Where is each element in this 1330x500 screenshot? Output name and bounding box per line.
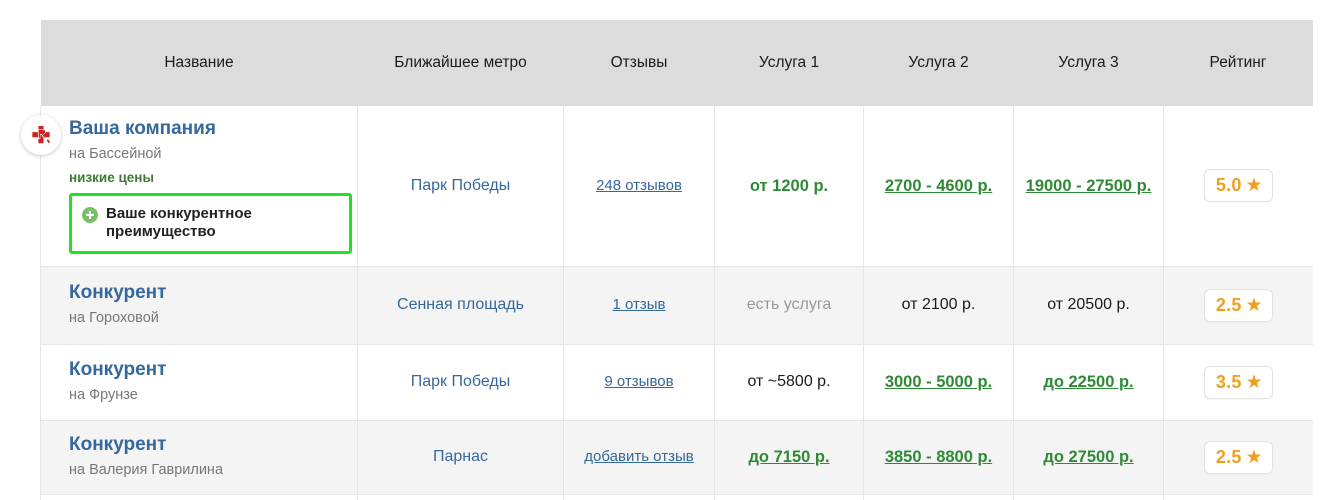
- company-title-link[interactable]: Конкурент: [69, 359, 167, 381]
- service-3-cell: 19000 - 27500 р.: [1013, 106, 1164, 267]
- service-2-value[interactable]: 3850 - 8800 р.: [884, 448, 993, 467]
- column-header-service-1[interactable]: Услуга 1: [714, 20, 864, 106]
- service-3-value[interactable]: 19000 - 27500 р.: [1025, 176, 1152, 195]
- column-header-name[interactable]: Название: [40, 20, 358, 106]
- metro-link[interactable]: Сенная площадь: [397, 296, 524, 314]
- reviews-cell: 248 отзывов: [563, 106, 715, 267]
- rating-cell: [1163, 494, 1313, 500]
- reviews-link[interactable]: 9 отзывов: [604, 373, 674, 391]
- column-header-reviews[interactable]: Отзывы: [563, 20, 715, 106]
- competitive-advantage-box[interactable]: Ваше конкурентное преимущество: [69, 193, 352, 254]
- service-1-value: от ~5800 р.: [747, 373, 831, 391]
- service-1-cell: есть услуга: [714, 266, 864, 345]
- rating-cell: 2.5 ★: [1163, 266, 1313, 345]
- service-3-value[interactable]: до 22500 р.: [1043, 373, 1134, 392]
- service-2-cell: [863, 494, 1014, 500]
- rating-value: 5.0: [1215, 175, 1242, 196]
- metro-cell: Парк Победы: [357, 344, 564, 421]
- metro-link[interactable]: Парнас: [432, 448, 489, 466]
- metro-cell: Сенная площадь: [357, 266, 564, 345]
- service-2-cell: 3000 - 5000 р.: [863, 344, 1014, 421]
- table-row-partial: [40, 494, 1313, 500]
- company-address: на Бассейной: [69, 145, 162, 162]
- company-address: на Фрунзе: [69, 387, 138, 404]
- reviews-cell: 9 отзывов: [563, 344, 715, 421]
- company-address: на Гороховой: [69, 310, 159, 327]
- add-review-link[interactable]: добавить отзыв: [584, 448, 694, 466]
- service-3-cell: до 22500 р.: [1013, 344, 1164, 421]
- service-1-value: от 1200 р.: [749, 176, 829, 195]
- table-row: Ваша компания на Бассейной низкие цены В…: [21, 106, 1313, 267]
- comparison-table: Название Ближайшее метро Отзывы Услуга 1…: [21, 20, 1313, 500]
- metro-link[interactable]: Парк Победы: [410, 176, 511, 194]
- service-3-cell: до 27500 р.: [1013, 420, 1164, 495]
- metro-cell: [357, 494, 564, 500]
- table-row: Конкурент на Гороховой Сенная площадь 1 …: [40, 266, 1313, 345]
- service-2-cell: 3850 - 8800 р.: [863, 420, 1014, 495]
- star-icon: ★: [1245, 175, 1263, 197]
- service-3-cell: [1013, 494, 1164, 500]
- service-2-value[interactable]: 3000 - 5000 р.: [884, 373, 993, 392]
- column-header-service-3[interactable]: Услуга 3: [1013, 20, 1164, 106]
- table-header: Название Ближайшее метро Отзывы Услуга 1…: [40, 20, 1313, 106]
- company-title-link[interactable]: Конкурент: [69, 282, 167, 304]
- status-badge[interactable]: 2.5 ★: [1203, 440, 1273, 474]
- company-name-cell: Ваша компания на Бассейной низкие цены В…: [21, 106, 358, 267]
- service-1-value: есть услуга: [746, 296, 832, 314]
- service-1-cell: от ~5800 р.: [714, 344, 864, 421]
- star-icon: ★: [1245, 371, 1263, 393]
- company-address: на Валерия Гаврилина: [69, 462, 224, 479]
- metro-cell: Парк Победы: [357, 106, 564, 267]
- competitive-advantage-text: Ваше конкурентное преимущество: [106, 205, 252, 241]
- service-3-value[interactable]: до 27500 р.: [1043, 448, 1134, 467]
- rating-cell: 3.5 ★: [1163, 344, 1313, 421]
- service-2-cell: от 2100 р.: [863, 266, 1014, 345]
- service-2-cell: 2700 - 4600 р.: [863, 106, 1014, 267]
- company-logo-icon: [21, 115, 61, 155]
- company-name-cell: Конкурент на Фрунзе: [40, 344, 358, 421]
- column-header-service-2[interactable]: Услуга 2: [863, 20, 1014, 106]
- table-header-row: Название Ближайшее метро Отзывы Услуга 1…: [40, 20, 1313, 106]
- plus-circle-icon: [82, 207, 98, 224]
- rating-cell: 2.5 ★: [1163, 420, 1313, 495]
- reviews-link[interactable]: 248 отзывов: [596, 176, 682, 194]
- column-header-rating[interactable]: Рейтинг: [1163, 20, 1313, 106]
- table-body: Ваша компания на Бассейной низкие цены В…: [21, 106, 1313, 500]
- service-2-value: от 2100 р.: [901, 296, 976, 314]
- status-badge[interactable]: 3.5 ★: [1203, 365, 1273, 399]
- service-1-value[interactable]: до 7150 р.: [748, 448, 830, 467]
- company-tag: низкие цены: [69, 169, 154, 185]
- metro-cell: Парнас: [357, 420, 564, 495]
- table-row: Конкурент на Фрунзе Парк Победы 9 отзыво…: [40, 344, 1313, 421]
- service-1-cell: до 7150 р.: [714, 420, 864, 495]
- service-3-cell: от 20500 р.: [1013, 266, 1164, 345]
- service-1-cell: [714, 494, 864, 500]
- rating-cell: 5.0 ★: [1163, 106, 1313, 267]
- service-2-value[interactable]: 2700 - 4600 р.: [884, 176, 993, 195]
- rating-value: 2.5: [1215, 294, 1242, 315]
- company-title-link[interactable]: Конкурент: [69, 434, 167, 456]
- comparison-table-wrapper: Название Ближайшее метро Отзывы Услуга 1…: [21, 20, 1313, 500]
- star-icon: ★: [1245, 294, 1263, 316]
- rating-value: 2.5: [1215, 446, 1242, 467]
- reviews-cell: [563, 494, 715, 500]
- status-badge[interactable]: 2.5 ★: [1203, 288, 1273, 322]
- service-1-cell: от 1200 р.: [714, 106, 864, 267]
- company-title-link[interactable]: Ваша компания: [69, 118, 216, 139]
- reviews-link[interactable]: 1 отзыв: [612, 296, 666, 314]
- company-name-cell: Конкурент на Валерия Гаврилина: [40, 420, 358, 495]
- status-badge[interactable]: 5.0 ★: [1203, 169, 1273, 203]
- reviews-cell: 1 отзыв: [563, 266, 715, 345]
- column-header-metro[interactable]: Ближайшее метро: [357, 20, 564, 106]
- company-name-cell: Конкурент на Гороховой: [40, 266, 358, 345]
- company-name-cell: [40, 494, 358, 500]
- rating-value: 3.5: [1215, 371, 1242, 392]
- service-3-value: от 20500 р.: [1047, 296, 1130, 314]
- metro-link[interactable]: Парк Победы: [410, 373, 511, 391]
- star-icon: ★: [1245, 446, 1263, 468]
- table-row: Конкурент на Валерия Гаврилина Парнас до…: [40, 420, 1313, 495]
- reviews-cell: добавить отзыв: [563, 420, 715, 495]
